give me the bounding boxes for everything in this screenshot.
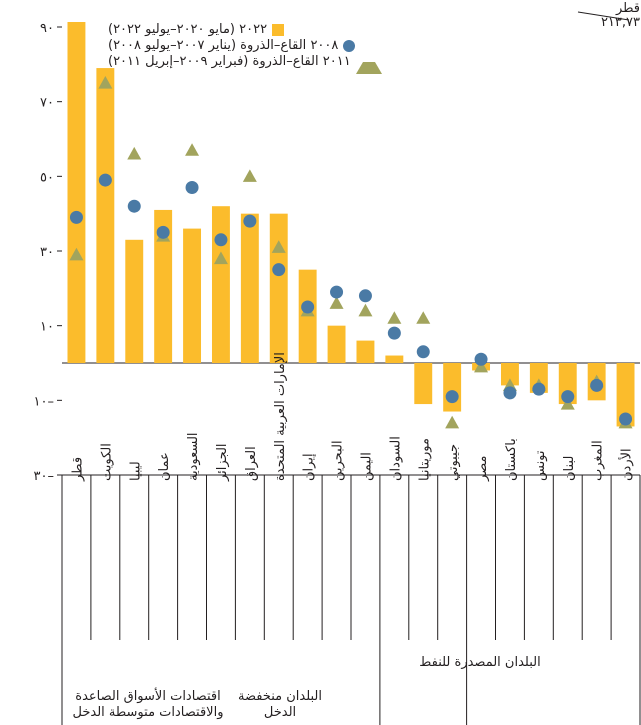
- bar-9: [385, 355, 404, 363]
- triangle-point-8: [416, 311, 431, 324]
- y-tick-label: ١٠–: [34, 394, 54, 409]
- bar-5: [500, 363, 519, 386]
- y-tick-label: ٣٠–: [34, 469, 54, 484]
- category-label: تونس: [533, 450, 548, 481]
- legend-item-2008: ٢٠٠٨ القاع–الذروة (يناير ٢٠٠٧–يوليو ٢٠٠٨…: [108, 38, 382, 54]
- circle-point-6: [474, 352, 488, 366]
- triangle-point-7: [445, 415, 460, 429]
- legend-item-2011: ٢٠١١ القاع–الذروة (فبراير ٢٠٠٩–إبريل ٢٠١…: [108, 54, 382, 74]
- circle-point-9: [387, 326, 401, 340]
- legend-label-2008: ٢٠٠٨ القاع–الذروة (يناير ٢٠٠٧–يوليو ٢٠٠٨…: [108, 38, 339, 53]
- category-label: قطر: [70, 457, 85, 482]
- triangle-point-14: [242, 169, 257, 182]
- y-tick-label: ٩٠: [40, 21, 54, 36]
- marker-layer: [69, 76, 633, 429]
- axis-layer: ٣٠– ١٠– ١٠ ٣٠ ٥٠ ٧٠ ٩٠: [34, 21, 641, 725]
- bar-15: [211, 206, 230, 363]
- category-label: عمان: [157, 452, 172, 481]
- y-tick-label: ٧٠: [40, 96, 54, 111]
- y-tick-label: ٥٠: [40, 170, 54, 185]
- callout-country: قطر: [615, 1, 640, 16]
- category-label: باكستان: [504, 438, 519, 481]
- category-label: إيران: [302, 453, 317, 481]
- triangle-point-6: [474, 359, 489, 373]
- category-label: الأردن: [618, 448, 635, 481]
- bar-11: [327, 325, 346, 363]
- category-label: الكويت: [99, 443, 114, 481]
- circle-point-15: [214, 233, 228, 247]
- category-label: الجزائر: [215, 443, 230, 482]
- group-label-low-income: البلدان منخفضة الدخل: [237, 689, 322, 720]
- category-label: المغرب: [591, 440, 606, 481]
- legend-bar-swatch: [272, 24, 285, 36]
- triangle-point-20: [69, 247, 84, 261]
- circle-point-18: [127, 199, 141, 213]
- triangle-point-11: [329, 296, 344, 309]
- bar-8: [414, 363, 433, 405]
- bar-13: [269, 213, 288, 363]
- circle-point-3: [561, 390, 575, 404]
- circle-point-17: [156, 225, 170, 239]
- bar-7: [443, 363, 462, 412]
- group-label-oil-exporters: البلدان المصدرة للنفط: [419, 655, 541, 670]
- bar-17: [154, 209, 173, 363]
- y-tick-label: ٣٠: [40, 245, 54, 260]
- category-label: الإمارات العربية المتحدة: [273, 352, 288, 481]
- circle-point-12: [301, 300, 315, 314]
- legend: ٢٠٢٢ (مايو ٢٠٢٠–يوليو ٢٠٢٢) ٢٠٠٨ القاع–ا…: [108, 22, 382, 74]
- circle-point-1: [619, 412, 633, 426]
- circle-point-8: [416, 345, 430, 359]
- circle-point-2: [590, 378, 604, 392]
- category-label: جيبوتي: [446, 444, 461, 481]
- triangle-point-10: [358, 303, 373, 317]
- category-label: البحرين: [331, 440, 346, 481]
- y-tick-label: ١٠: [40, 320, 54, 335]
- bar-20: [67, 22, 86, 363]
- category-label: العراق: [244, 446, 259, 481]
- circle-point-4: [532, 382, 546, 396]
- circle-point-11: [330, 285, 344, 299]
- circle-point-5: [503, 386, 517, 400]
- triangle-point-18: [127, 146, 142, 160]
- circle-point-10: [358, 289, 372, 303]
- bar-14: [240, 213, 259, 363]
- triangle-point-9: [387, 311, 402, 324]
- triangle-point-15: [213, 251, 228, 265]
- category-label: ليبيا: [128, 461, 143, 481]
- category-label: السعودية: [186, 432, 201, 481]
- circle-point-20: [69, 210, 83, 224]
- circle-point-14: [243, 214, 257, 228]
- category-label: اليمن: [359, 452, 374, 481]
- category-label: موريتانيا: [417, 438, 432, 481]
- category-label: مصر: [475, 456, 490, 482]
- legend-circle-swatch: [343, 40, 356, 52]
- bar-16: [183, 228, 202, 363]
- legend-label-2011: ٢٠١١ القاع–الذروة (فبراير ٢٠٠٩–إبريل ٢٠١…: [108, 54, 351, 69]
- legend-triangle-swatch: [355, 50, 382, 74]
- bar-layer: [67, 22, 635, 427]
- group-label-emerging: اقتصادات الأسواق الصاعدة والاقتصادات متو…: [72, 689, 224, 720]
- label-layer: الأردن المغرب لبنان تونس باكستان مصر جيبوتي مور…: [70, 352, 634, 482]
- triangle-point-19: [98, 76, 113, 89]
- bar-1: [616, 363, 635, 427]
- circle-point-7: [445, 390, 459, 404]
- category-label: لبنان: [562, 456, 577, 481]
- triangle-point-3: [560, 397, 575, 410]
- category-label: السودان: [388, 436, 403, 481]
- bar-18: [125, 239, 144, 363]
- bar-19: [96, 68, 115, 364]
- triangle-point-16: [185, 143, 200, 156]
- triangle-point-13: [271, 240, 286, 253]
- callout-value: ٢١٣,٧٣: [600, 15, 640, 30]
- circle-point-16: [185, 181, 199, 195]
- callout-leader-line: [577, 11, 630, 21]
- bar-10: [356, 340, 375, 363]
- circle-point-19: [98, 173, 112, 187]
- qatar-callout: قطر ٢١٣,٧٣: [562, 2, 640, 30]
- legend-item-2022: ٢٠٢٢ (مايو ٢٠٢٠–يوليو ٢٠٢٢): [108, 22, 382, 38]
- legend-label-2022: ٢٠٢٢ (مايو ٢٠٢٠–يوليو ٢٠٢٢): [108, 22, 268, 37]
- circle-point-13: [272, 263, 286, 277]
